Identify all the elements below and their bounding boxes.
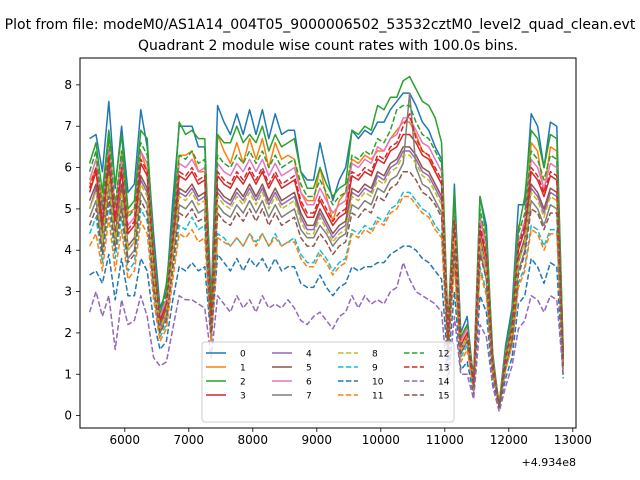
legend-label-11: 11 [372, 392, 383, 402]
x-tick-label: 12000 [490, 433, 528, 447]
legend-label-13: 13 [438, 364, 449, 374]
series-line-11 [88, 195, 564, 409]
series-layer [88, 75, 564, 413]
series-line-2 [88, 75, 564, 409]
legend-label-5: 5 [306, 364, 312, 374]
x-tick-label: 7000 [174, 433, 205, 447]
series-line-14 [88, 261, 564, 413]
series-line-8 [88, 154, 564, 409]
legend-label-3: 3 [240, 392, 246, 402]
legend-label-7: 7 [306, 392, 312, 402]
x-offset-label: +4.934e8 [522, 456, 576, 469]
x-axis: 6000 7000 8000 9000 10000 11000 12000 13000 [110, 428, 592, 447]
y-tick-label: 8 [64, 78, 72, 92]
plot-frame [79, 57, 577, 429]
legend-label-0: 0 [240, 350, 246, 360]
series-line-15 [88, 170, 564, 409]
x-tick-label: 6000 [110, 433, 141, 447]
x-tick-label: 11000 [426, 433, 464, 447]
legend-label-2: 2 [240, 378, 246, 388]
legend-label-10: 10 [372, 378, 384, 388]
legend-label-9: 9 [372, 364, 378, 374]
y-tick-label: 4 [64, 243, 72, 257]
legend-label-8: 8 [372, 350, 378, 360]
y-tick-label: 2 [64, 326, 72, 340]
y-tick-label: 6 [64, 161, 72, 175]
legend-label-4: 4 [306, 350, 312, 360]
y-tick-label: 0 [64, 409, 72, 423]
x-tick-label: 10000 [362, 433, 400, 447]
legend-box [201, 341, 455, 423]
legend-label-12: 12 [438, 350, 449, 360]
series-line-10 [89, 245, 564, 409]
x-tick-label: 9000 [302, 433, 333, 447]
y-axis: 0 1 2 3 4 5 6 7 8 [64, 78, 80, 423]
legend-label-1: 1 [240, 364, 246, 374]
suptitle: Plot from file: modeM0/AS1A14_004T05_900… [5, 17, 636, 33]
y-tick-label: 1 [64, 367, 72, 381]
series-line-12 [88, 104, 564, 409]
chart-title: Quadrant 2 module wise count rates with … [138, 38, 518, 54]
y-tick-label: 7 [64, 119, 72, 133]
legend-label-14: 14 [438, 378, 450, 388]
x-tick-label: 8000 [238, 433, 269, 447]
y-tick-label: 3 [64, 285, 72, 299]
y-tick-label: 5 [64, 202, 72, 216]
x-tick-label: 13000 [554, 433, 592, 447]
series-line-6 [88, 117, 564, 409]
series-line-13 [88, 113, 564, 409]
legend-label-6: 6 [306, 378, 312, 388]
legend-label-15: 15 [438, 392, 449, 402]
